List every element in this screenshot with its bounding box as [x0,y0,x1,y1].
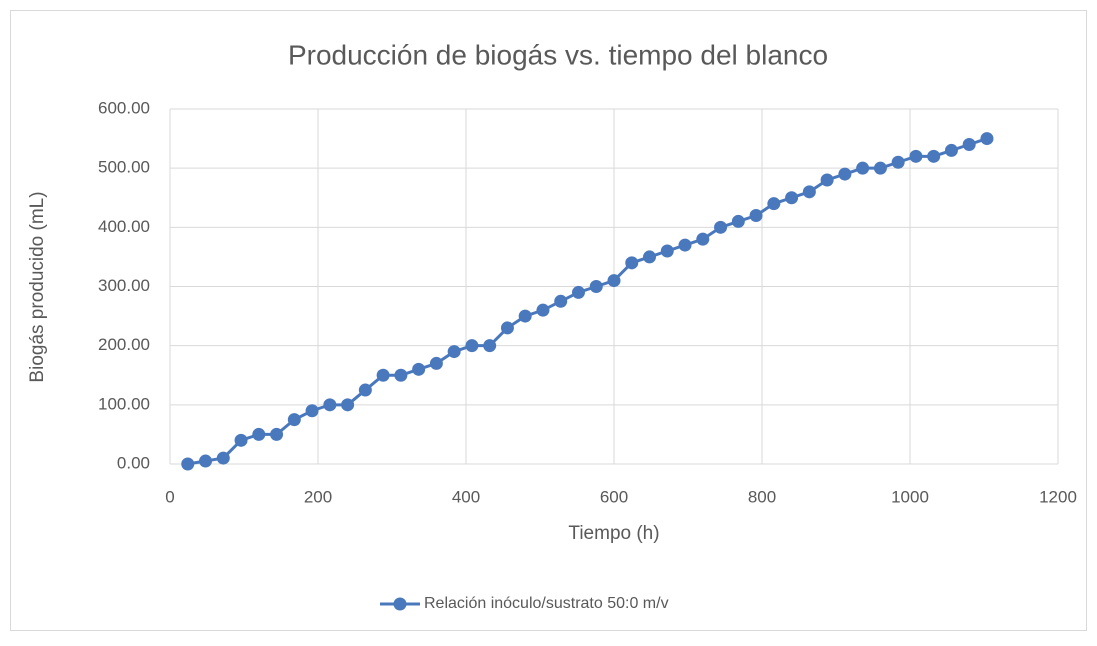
marker [891,155,905,169]
marker [270,427,284,441]
marker [500,321,514,335]
legend-marker [393,597,407,611]
legend-label: Relación inóculo/sustrato 50:0 m/v [424,595,669,612]
marker [838,167,852,181]
marker [625,256,639,270]
marker [785,191,799,205]
x-tick-label: 800 [748,487,776,506]
marker [962,138,976,151]
marker [341,398,355,412]
marker [429,356,443,370]
marker [234,433,248,447]
x-tick-label: 1200 [1039,487,1077,506]
marker [678,238,692,252]
series-line [187,137,988,466]
y-axis-label: Biogás producido (mL) [27,191,48,382]
marker [820,173,834,187]
marker [358,383,372,397]
chart-title: Producción de biogás vs. tiempo del blan… [288,39,828,70]
marker [376,368,390,382]
marker [607,274,621,288]
marker [323,398,337,412]
marker [696,232,710,246]
marker [216,451,230,465]
chart-border [10,10,1087,631]
marker [536,303,550,317]
y-tick-label: 100.00 [98,394,150,413]
marker [305,404,319,418]
y-tick-label: 600.00 [98,98,150,117]
marker [873,161,887,175]
x-tick-label: 400 [452,487,480,506]
marker [749,209,763,222]
marker [252,427,266,441]
marker [980,132,994,146]
marker [714,220,728,234]
marker [554,294,568,308]
marker [856,161,870,175]
x-tick-label: 1000 [891,487,929,506]
marker [731,214,745,228]
x-tick-label: 600 [600,487,628,506]
marker [643,250,657,264]
marker [927,149,941,163]
x-tick-label: 200 [304,487,332,506]
marker [589,280,603,293]
marker [394,368,408,382]
x-axis-label: Tiempo (h) [568,523,659,544]
marker [944,143,958,157]
y-tick-label: 300.00 [98,276,150,295]
marker [412,362,426,376]
y-tick-label: 500.00 [98,158,150,177]
x-tick-label: 0 [165,487,174,506]
marker [518,309,532,323]
marker [181,457,195,471]
marker [199,454,213,468]
marker [465,339,479,353]
y-tick-label: 0.00 [117,453,150,472]
y-tick-label: 400.00 [98,217,150,236]
marker [909,149,923,163]
marker [447,345,461,359]
marker [660,244,674,258]
marker [802,185,816,199]
y-tick-label: 200.00 [98,335,150,354]
marker [287,413,301,427]
marker [767,197,781,211]
marker [571,285,585,299]
marker [483,339,497,353]
